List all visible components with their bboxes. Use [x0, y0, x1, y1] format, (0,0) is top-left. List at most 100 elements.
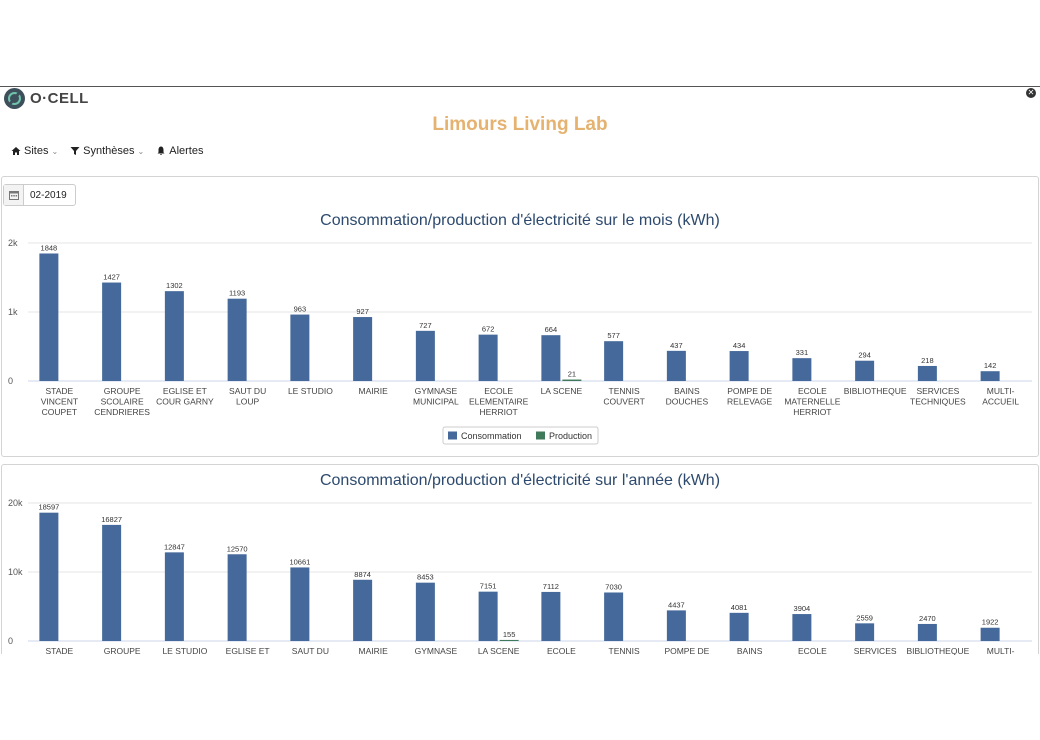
bar-consommation[interactable]: [980, 371, 1000, 381]
x-tick-label: MUNICIPAL: [413, 397, 459, 407]
menu-alertes-label: Alertes: [169, 145, 204, 157]
x-tick-label: GYMNASE: [415, 646, 458, 655]
data-label: 1427: [103, 273, 120, 282]
bar-consommation[interactable]: [39, 253, 59, 381]
bar-consommation[interactable]: [227, 554, 247, 641]
data-label: 664: [545, 325, 558, 334]
bar-consommation[interactable]: [478, 591, 498, 641]
bar-consommation[interactable]: [729, 612, 749, 641]
data-label: 3904: [794, 604, 811, 613]
y-tick-label: 0: [8, 376, 13, 386]
legend-swatch-production[interactable]: [536, 431, 545, 440]
x-tick-label: COUVERT: [603, 397, 644, 407]
x-tick-label: HERRIOT: [480, 407, 518, 417]
x-tick-label: TECHNIQUES: [910, 397, 966, 407]
bar-consommation[interactable]: [729, 351, 749, 381]
menu-syntheses[interactable]: Synthèses ⌄: [70, 145, 144, 157]
legend-label-consommation[interactable]: Consommation: [461, 431, 522, 441]
bar-consommation[interactable]: [415, 582, 435, 641]
data-label: 142: [984, 361, 997, 370]
x-tick-label: ECOLE: [798, 386, 827, 396]
bar-consommation[interactable]: [353, 579, 373, 641]
y-tick-label: 10k: [8, 567, 23, 577]
data-label: 2559: [856, 613, 873, 622]
menu-alertes[interactable]: Alertes: [156, 145, 204, 157]
month-picker[interactable]: 02-2019: [3, 184, 76, 206]
data-label: 7151: [480, 582, 497, 591]
data-label: 218: [921, 356, 934, 365]
bell-icon: [157, 146, 165, 156]
page-title: Limours Living Lab: [432, 114, 608, 135]
data-label: 7112: [543, 582, 559, 591]
data-label: 1848: [41, 243, 58, 252]
x-tick-label: POMPE DE: [664, 646, 709, 655]
bar-consommation[interactable]: [102, 282, 122, 381]
logo-text: O·CELL: [30, 89, 89, 107]
x-tick-label: STADE: [46, 646, 74, 655]
filter-icon: [70, 147, 80, 155]
x-tick-label: MULTI-: [987, 386, 1015, 396]
bar-consommation[interactable]: [290, 314, 310, 381]
data-label: 437: [670, 341, 683, 350]
x-tick-label: ELEMENTAIRE: [469, 397, 529, 407]
data-label: 727: [419, 321, 432, 330]
x-tick-label: DOUCHES: [666, 397, 709, 407]
bar-consommation[interactable]: [290, 567, 310, 641]
bar-consommation[interactable]: [164, 291, 184, 381]
x-tick-label: BIBLIOTHEQUE: [844, 386, 907, 396]
monthly-chart-panel: 02-2019 Consommation/production d'électr…: [1, 176, 1039, 457]
bar-consommation[interactable]: [102, 524, 122, 641]
bar-consommation[interactable]: [855, 360, 875, 381]
bar-consommation[interactable]: [792, 358, 812, 381]
bar-consommation[interactable]: [604, 341, 624, 381]
bar-consommation[interactable]: [792, 614, 812, 641]
bar-consommation[interactable]: [39, 512, 59, 641]
x-tick-label: MULTI-: [987, 646, 1015, 655]
legend-swatch-consommation[interactable]: [448, 431, 457, 440]
bar-consommation[interactable]: [353, 317, 373, 381]
x-tick-label: EGLISE ET: [226, 646, 270, 655]
bar-production[interactable]: [499, 639, 519, 641]
bar-consommation[interactable]: [227, 298, 247, 381]
x-tick-label: COUR GARNY: [156, 397, 214, 407]
bar-production[interactable]: [562, 379, 582, 381]
bar-consommation[interactable]: [917, 365, 937, 381]
x-tick-label: POMPE DE: [727, 386, 772, 396]
data-label: 927: [356, 307, 369, 316]
monthly-bar-chart: Consommation/production d'électricité su…: [8, 212, 1032, 445]
data-label: 8874: [354, 570, 371, 579]
ocell-logo-icon: [4, 87, 25, 109]
data-label: 294: [858, 351, 871, 360]
data-label: 8453: [417, 573, 434, 582]
data-label: 331: [796, 348, 809, 357]
bar-consommation[interactable]: [604, 592, 624, 641]
bar-consommation[interactable]: [478, 334, 498, 381]
bar-consommation[interactable]: [666, 350, 686, 381]
bar-consommation[interactable]: [541, 335, 561, 381]
x-tick-label: SERVICES: [916, 386, 959, 396]
x-tick-label: LE STUDIO: [288, 386, 333, 396]
y-tick-label: 20k: [8, 498, 23, 508]
x-tick-label: COUPET: [42, 407, 77, 417]
data-label: 672: [482, 325, 495, 334]
data-label: 963: [294, 305, 307, 314]
bar-consommation[interactable]: [164, 552, 184, 641]
menu-sites[interactable]: Sites ⌄: [11, 145, 58, 157]
legend-label-production[interactable]: Production: [549, 431, 592, 441]
bar-consommation[interactable]: [980, 627, 1000, 641]
data-label: 16827: [101, 515, 122, 524]
bar-consommation[interactable]: [666, 610, 686, 641]
logo: O·CELL: [4, 87, 89, 109]
chevron-down-icon: ⌄: [137, 146, 145, 156]
bar-consommation[interactable]: [415, 330, 435, 381]
x-tick-label: ECOLE: [798, 646, 827, 655]
x-tick-label: BIBLIOTHEQUE: [906, 646, 969, 655]
x-tick-label: SCOLAIRE: [101, 397, 144, 407]
bar-consommation[interactable]: [917, 623, 937, 641]
bar-consommation[interactable]: [855, 623, 875, 641]
x-tick-label: BAINS: [737, 646, 763, 655]
bar-consommation[interactable]: [541, 591, 561, 641]
yearly-chart-panel: Consommation/production d'électricité su…: [1, 464, 1039, 655]
x-tick-label: ACCUEIL: [982, 397, 1019, 407]
close-icon[interactable]: ✕: [1026, 88, 1036, 98]
